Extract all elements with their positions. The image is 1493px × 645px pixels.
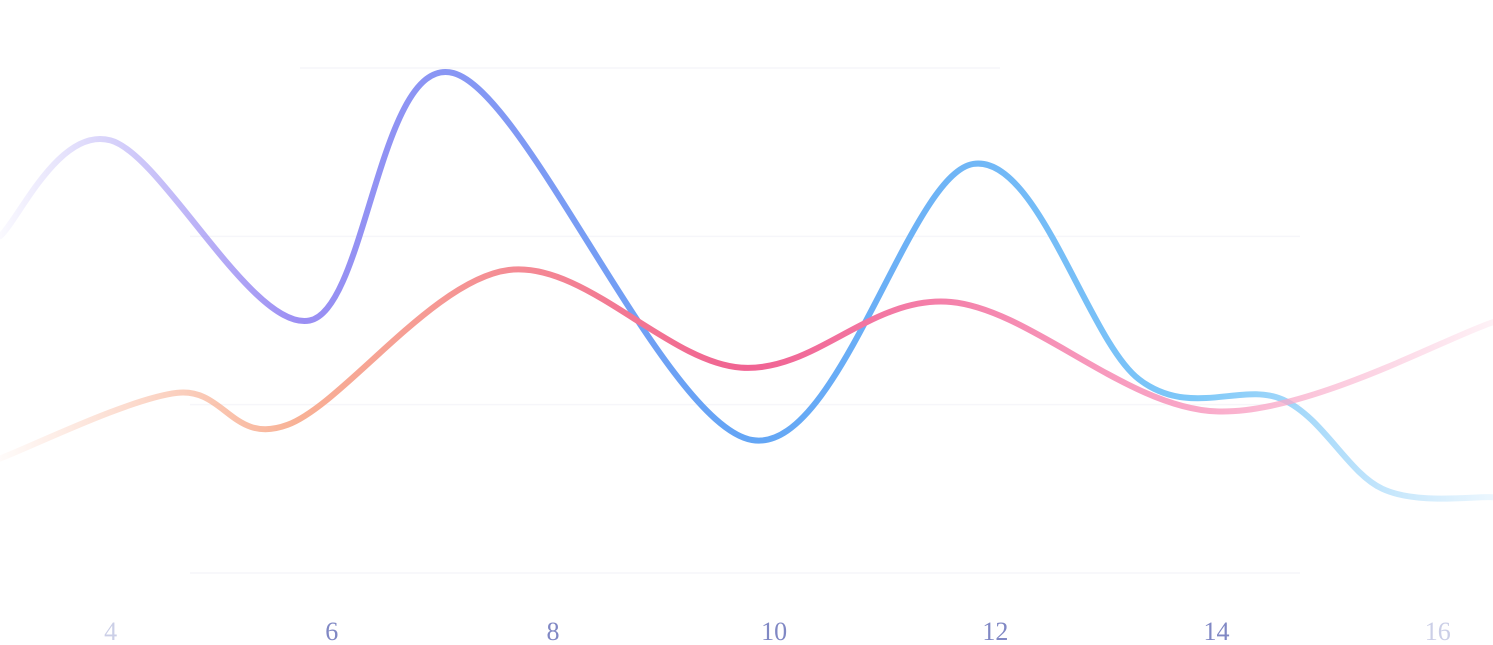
x-tick-label: 10 xyxy=(761,617,787,645)
series-line xyxy=(0,266,1493,462)
x-tick-label: 4 xyxy=(104,617,117,645)
x-tick-label: 14 xyxy=(1204,617,1230,645)
x-tick-label: 16 xyxy=(1425,617,1451,645)
x-tick-label: 12 xyxy=(982,617,1008,645)
x-tick-label: 6 xyxy=(325,617,338,645)
x-tick-label: 8 xyxy=(546,617,559,645)
series-line xyxy=(0,69,1493,502)
